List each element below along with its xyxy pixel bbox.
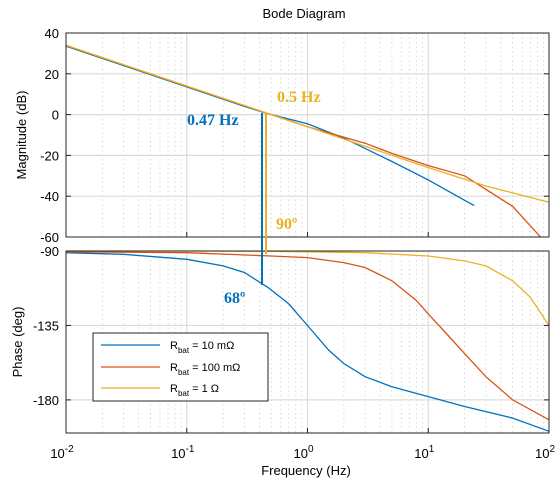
magnitude-axis-label: Magnitude (dB) bbox=[14, 91, 29, 180]
phase-y-ticks: -90 -135 -180 bbox=[33, 244, 549, 408]
magnitude-line-3 bbox=[65, 44, 550, 203]
x-tick-label: 10-2 bbox=[50, 444, 74, 461]
legend: Rbat = 10 mΩ Rbat = 100 mΩ Rbat = 1 Ω bbox=[92, 332, 269, 402]
legend-entry: Rbat = 10 mΩ bbox=[101, 340, 234, 355]
magnitude-ytick-label: 40 bbox=[45, 26, 59, 41]
magnitude-line-1 bbox=[65, 45, 475, 207]
magnitude-y-ticks: 40 20 0 -20 -40 -60 bbox=[40, 26, 549, 245]
magnitude-ytick-label: 0 bbox=[52, 108, 59, 123]
x-tick-labels: 10-2 10-1 100 101 102 bbox=[50, 232, 555, 461]
phase-ytick-label: -180 bbox=[33, 393, 59, 408]
magnitude-ytick-label: 20 bbox=[45, 67, 59, 82]
x-tick-label: 102 bbox=[535, 444, 555, 461]
crossover-markers bbox=[261, 113, 267, 285]
annotations: 0.5 Hz 0.47 Hz 90º 68º bbox=[187, 89, 321, 307]
legend-label: Rbat = 10 mΩ bbox=[170, 340, 234, 355]
magnitude-lines bbox=[65, 44, 550, 238]
x-tick-label: 101 bbox=[414, 444, 434, 461]
magnitude-ytick-label: -20 bbox=[40, 148, 59, 163]
x-axis-label: Frequency (Hz) bbox=[261, 463, 351, 478]
magnitude-ytick-label: -60 bbox=[40, 230, 59, 245]
annotation-blue-phase-margin: 68º bbox=[224, 290, 245, 307]
legend-entry: Rbat = 1 Ω bbox=[101, 383, 219, 398]
x-tick-label: 10-1 bbox=[171, 444, 195, 461]
phase-line-2 bbox=[65, 251, 550, 421]
annotation-yellow-phase-margin: 90º bbox=[276, 216, 297, 233]
phase-panel: -90 -135 -180 Phase (deg) bbox=[10, 244, 550, 434]
legend-entry: Rbat = 100 mΩ bbox=[101, 362, 240, 377]
annotation-blue-frequency: 0.47 Hz bbox=[187, 112, 239, 129]
chart-title: Bode Diagram bbox=[262, 6, 345, 21]
magnitude-ytick-label: -40 bbox=[40, 189, 59, 204]
magnitude-panel: 40 20 0 -20 -40 -60 Magnitude (dB) bbox=[14, 26, 550, 245]
phase-line-1 bbox=[65, 252, 550, 432]
annotation-yellow-frequency: 0.5 Hz bbox=[277, 89, 321, 106]
phase-axis-label: Phase (deg) bbox=[10, 307, 25, 378]
phase-ytick-label: -90 bbox=[40, 244, 59, 259]
legend-label: Rbat = 100 mΩ bbox=[170, 362, 240, 377]
x-tick-label: 100 bbox=[293, 444, 313, 461]
legend-label: Rbat = 1 Ω bbox=[170, 383, 219, 398]
phase-ytick-label: -135 bbox=[33, 318, 59, 333]
